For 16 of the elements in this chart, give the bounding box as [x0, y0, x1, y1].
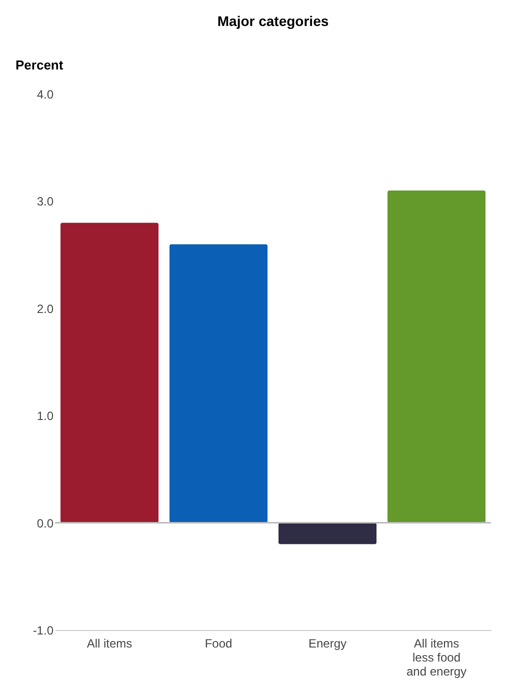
y-tick-label: -1.0	[32, 624, 54, 638]
bar	[169, 244, 268, 523]
bar	[60, 222, 159, 523]
x-tick-label: All items less food and energy	[406, 636, 467, 678]
y-tick-label: 0.0	[36, 516, 54, 530]
x-tick-label: Food	[204, 636, 232, 650]
y-tick-label: 3.0	[36, 194, 54, 209]
y-tick-label: 2.0	[36, 302, 54, 316]
x-tick-label: All items	[86, 636, 132, 650]
y-tick-label: 4.0	[36, 88, 54, 102]
chart-title: Major categories	[217, 13, 329, 29]
y-tick-label: 1.0	[36, 409, 54, 424]
x-tick-label: Energy	[308, 636, 347, 650]
y-axis-title: Percent	[16, 58, 64, 72]
bar	[278, 522, 377, 544]
bar	[387, 190, 486, 523]
